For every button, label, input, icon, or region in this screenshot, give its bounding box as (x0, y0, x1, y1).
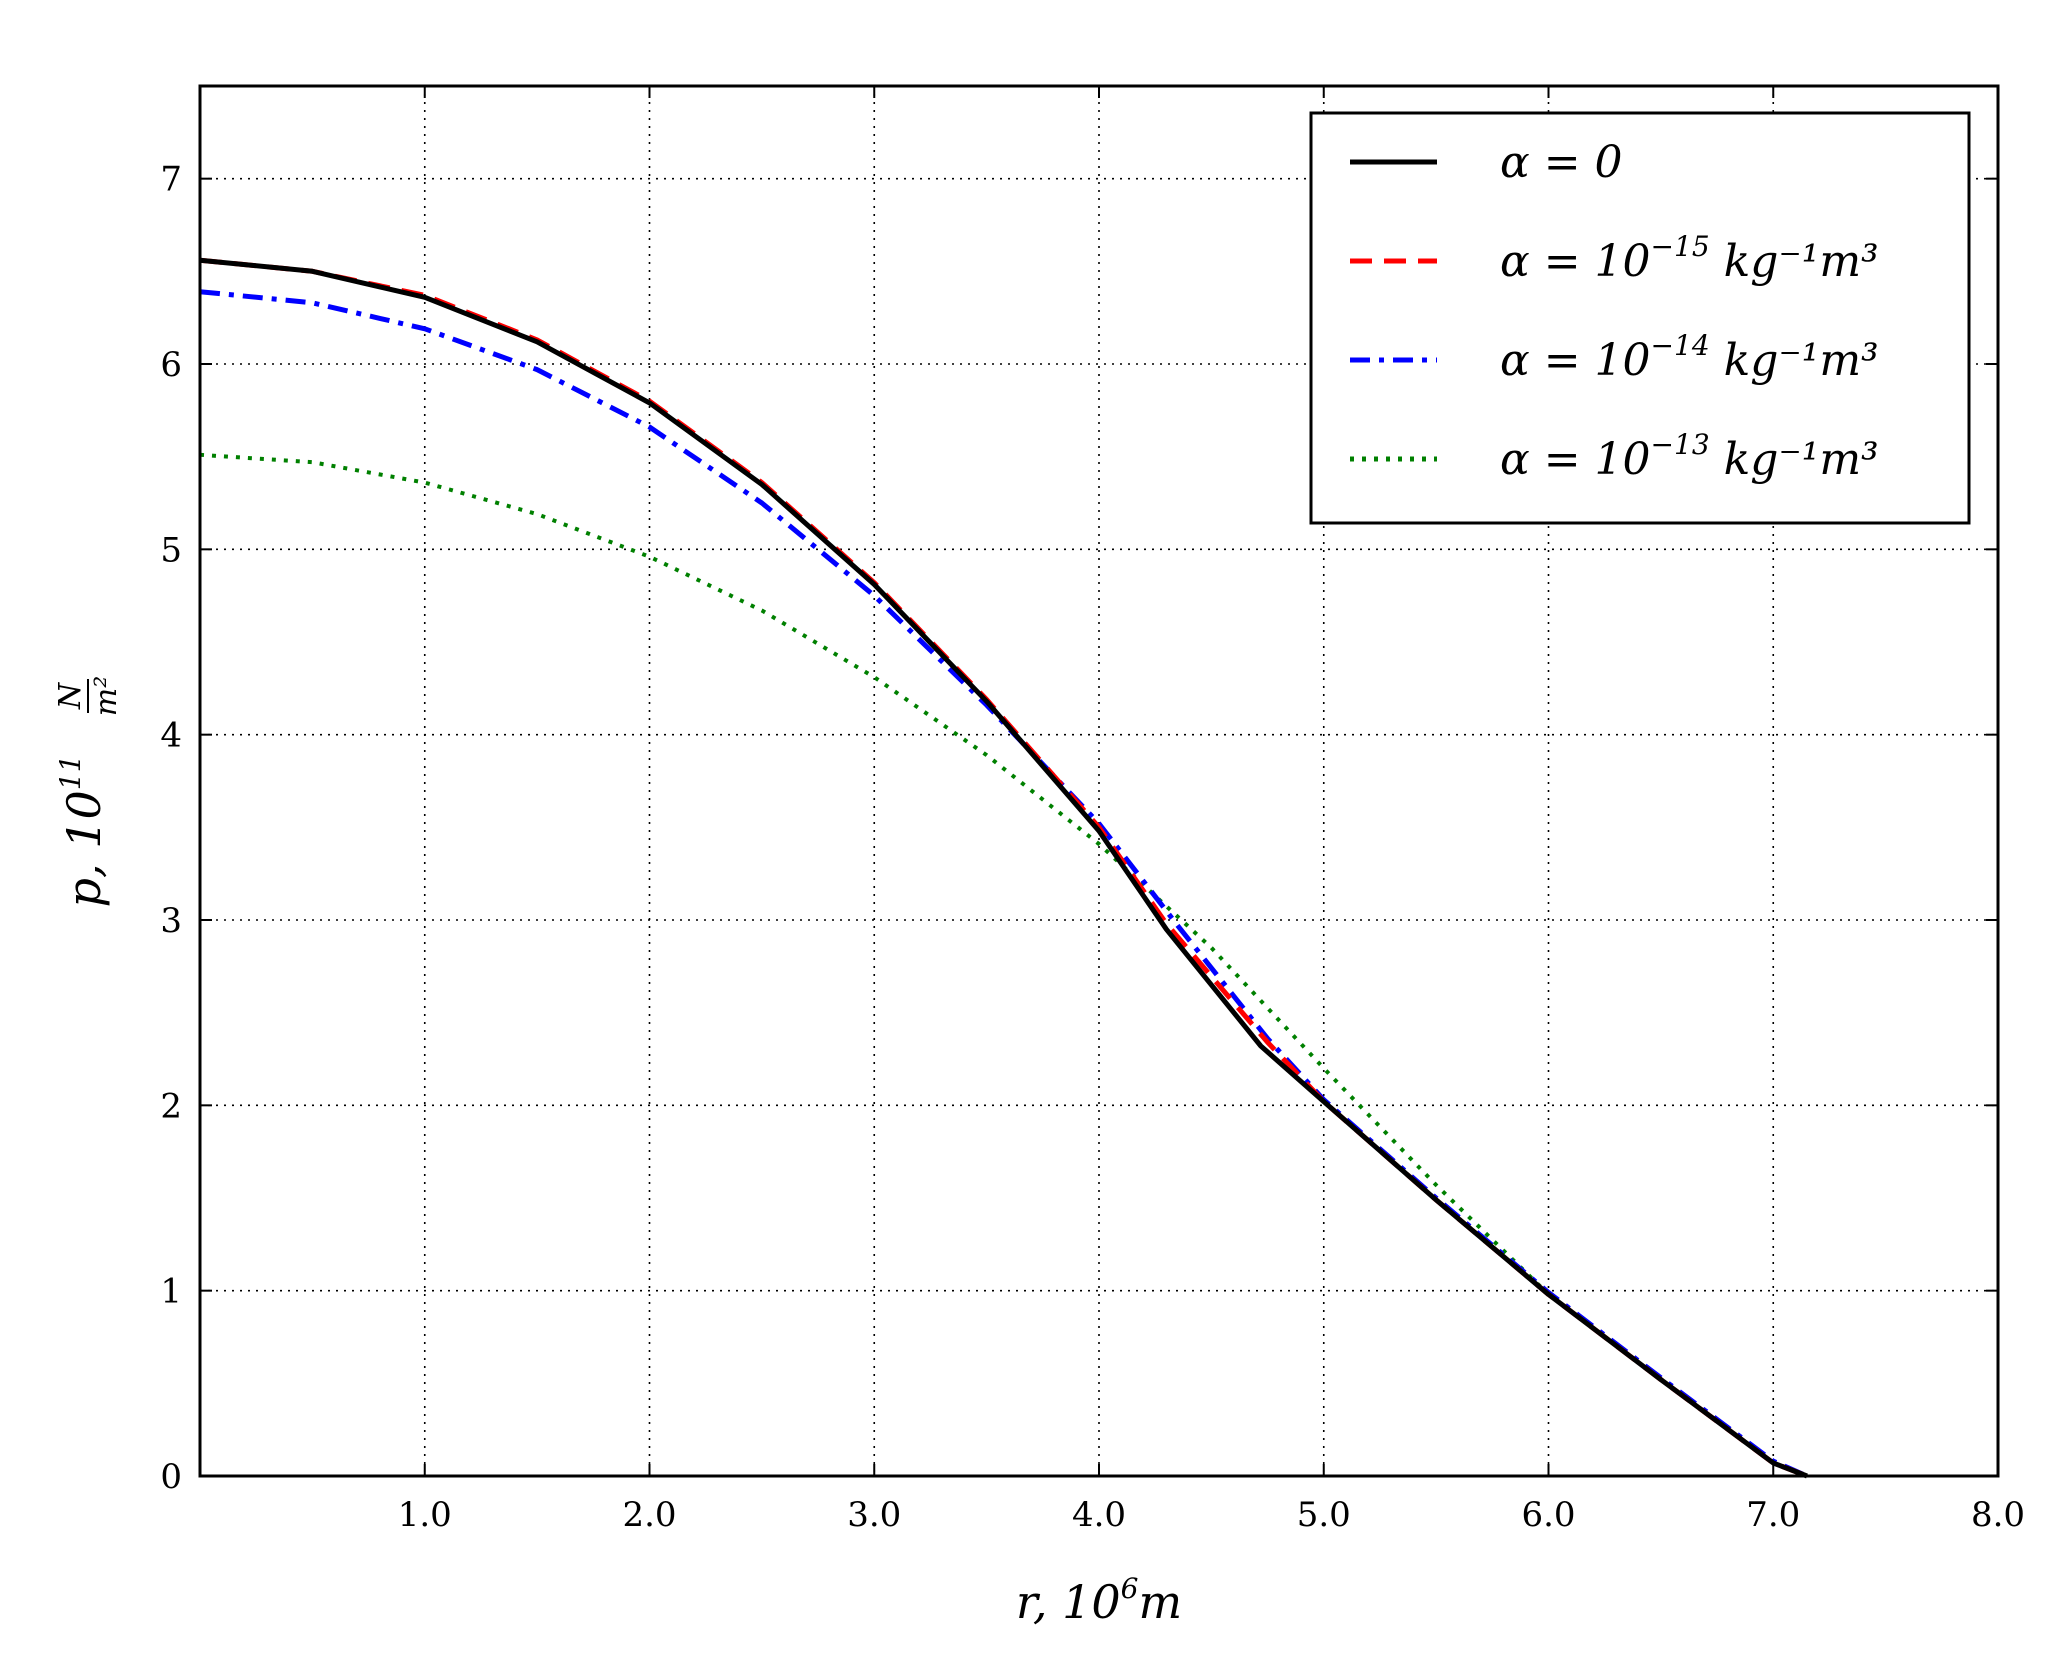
legend-label-unit: kg⁻¹m³ (1710, 335, 1879, 386)
legend-label-sup: −14 (1651, 329, 1710, 362)
x-tick-label: 2.0 (622, 1495, 676, 1535)
legend-label-sup: −15 (1651, 230, 1710, 263)
legend-label-main: α = 10 (1500, 335, 1651, 386)
legend-label-main: α = 0 (1500, 137, 1623, 188)
series-line-0 (199, 257, 1808, 1479)
x-tick-label: 5.0 (1297, 1495, 1351, 1535)
legend-label-2: α = 10−14 kg⁻¹m³ (1500, 329, 1879, 386)
legend-label-main: α = 10 (1500, 434, 1651, 485)
y-tick-label: 4 (160, 716, 182, 756)
ticks: 1.0 2.0 3.0 4.0 5.0 6.0 7.0 8.0 0 1 2 3 4 5 6 7 (160, 86, 2025, 1535)
y-axis-label-sup: 11 (54, 755, 87, 791)
legend-label-1: α = 10−15 kg⁻¹m³ (1500, 230, 1879, 287)
series-layer (199, 257, 1809, 1479)
legend-label-unit: kg⁻¹m³ (1710, 236, 1879, 287)
legend-label-3: α = 10−13 kg⁻¹m³ (1500, 428, 1879, 485)
y-axis-label: p, 1011 N m² (53, 676, 124, 908)
legend-label-sup: −13 (1651, 428, 1710, 461)
y-tick-label: 0 (160, 1457, 182, 1497)
x-tick-label: 1.0 (398, 1495, 452, 1535)
y-axis-label-numerator: N (53, 681, 88, 710)
y-tick-label: 6 (160, 345, 182, 385)
x-tick-label: 3.0 (847, 1495, 901, 1535)
y-tick-label: 3 (160, 901, 182, 941)
x-tick-label: 7.0 (1746, 1495, 1800, 1535)
x-axis-label-sup: 6 (1121, 1572, 1139, 1605)
x-axis-label-unit: m (1138, 1575, 1182, 1629)
legend-label-0: α = 0 (1500, 137, 1623, 188)
y-axis-label-text: p, 1011 (54, 755, 111, 908)
y-axis-label-denominator: m² (89, 676, 124, 716)
legend-label-main: α = 10 (1500, 236, 1651, 287)
x-tick-label: 8.0 (1971, 1495, 2025, 1535)
y-tick-label: 5 (160, 530, 182, 570)
x-axis-label-main: r, 10 (1016, 1575, 1121, 1629)
y-tick-label: 2 (160, 1086, 182, 1126)
y-tick-label: 7 (160, 160, 182, 200)
y-axis-label-main: p, 10 (57, 790, 111, 907)
x-tick-label: 6.0 (1521, 1495, 1575, 1535)
legend-box (1309, 111, 1971, 525)
legend-label-unit: kg⁻¹m³ (1710, 434, 1879, 485)
x-tick-label: 4.0 (1072, 1495, 1126, 1535)
x-axis-label: r, 106m (1016, 1572, 1182, 1629)
y-tick-label: 1 (160, 1272, 182, 1312)
